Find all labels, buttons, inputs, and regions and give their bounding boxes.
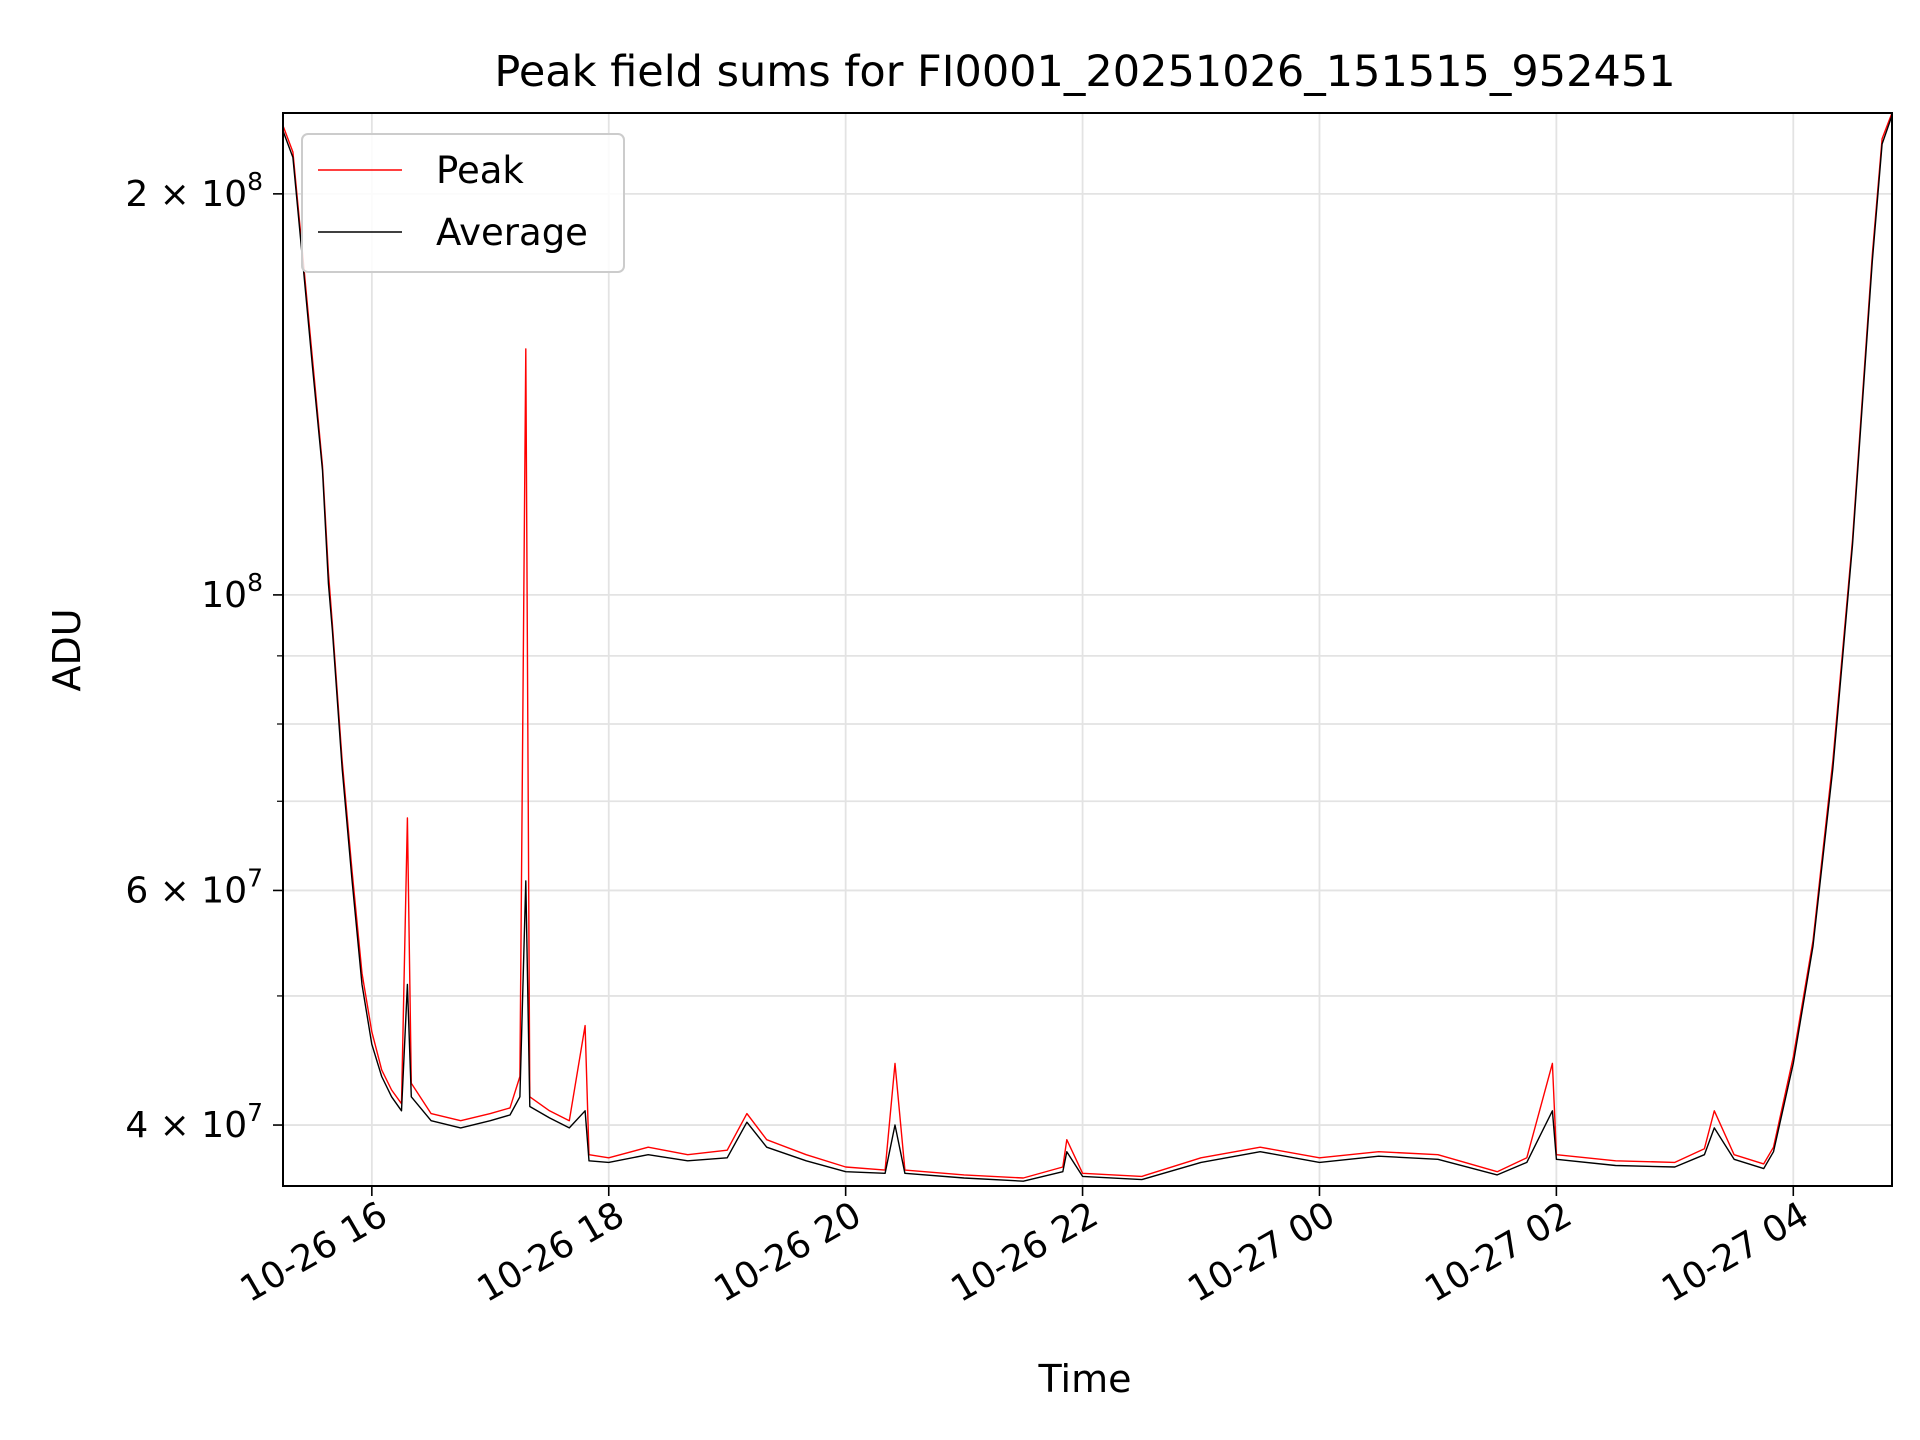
- series-line-average: [282, 115, 1893, 1182]
- y-tick-label: 108: [201, 568, 263, 616]
- legend-label-peak: Peak: [436, 149, 524, 192]
- y-tick-label: 2 × 108: [125, 167, 263, 215]
- y-tick-label: 6 × 107: [125, 863, 263, 911]
- series-line-peak: [282, 112, 1893, 1179]
- plot-frame: [282, 112, 1893, 1187]
- legend-box: [301, 133, 625, 273]
- y-axis-ticks: 4 × 107 6 × 107 108 2 × 108: [125, 167, 283, 1146]
- chart-title: Peak field sums for FI0001_20251026_1515…: [494, 47, 1675, 97]
- legend-label-average: Average: [436, 211, 588, 254]
- legend: Peak Average: [301, 133, 625, 273]
- y-tick-label: 4 × 107: [125, 1098, 263, 1146]
- y-axis-label: ADU: [45, 608, 89, 691]
- plot-lines: [282, 112, 1893, 1182]
- x-axis-label: Time: [1038, 1357, 1132, 1401]
